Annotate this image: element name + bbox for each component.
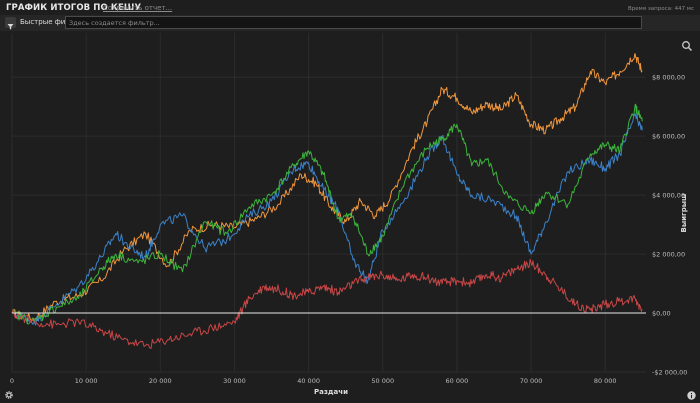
y-tick-label: $8 000,00 bbox=[652, 74, 685, 82]
x-tick-label: 20 000 bbox=[149, 377, 172, 385]
page-title: ГРАФИК ИТОГОВ ПО КЕШУ bbox=[6, 3, 142, 13]
save-report-link[interactable]: Сохранить отчет... bbox=[103, 4, 173, 12]
header-bar: ГРАФИК ИТОГОВ ПО КЕШУ Сохранить отчет...… bbox=[0, 0, 700, 16]
info-icon[interactable] bbox=[687, 391, 696, 400]
x-tick-label: 10 000 bbox=[75, 377, 98, 385]
y-axis-label: Выигрыш bbox=[680, 193, 688, 232]
x-tick-label: 80 000 bbox=[594, 377, 617, 385]
x-tick-label: 50 000 bbox=[371, 377, 394, 385]
x-tick-label: 40 000 bbox=[297, 377, 320, 385]
request-time: Время запроса: 447 мс bbox=[627, 6, 694, 12]
y-tick-label: $4 000,00 bbox=[652, 192, 685, 200]
series-line-2 bbox=[11, 113, 643, 326]
y-tick-label: $2 000,00 bbox=[652, 251, 685, 259]
y-tick-label: $0,00 bbox=[652, 310, 671, 318]
y-tick-label: $6 000,00 bbox=[652, 133, 685, 141]
y-tick-label: -$2 000,00 bbox=[652, 369, 687, 377]
quick-filters-label[interactable]: Быстрые фильт bbox=[20, 18, 78, 26]
filter-button[interactable] bbox=[5, 17, 16, 30]
filter-icon bbox=[7, 24, 14, 30]
x-tick-label: 0 bbox=[10, 377, 14, 385]
gear-icon[interactable] bbox=[4, 390, 14, 400]
x-tick-label: 60 000 bbox=[446, 377, 469, 385]
x-tick-label: 30 000 bbox=[223, 377, 246, 385]
x-axis-label: Раздачи bbox=[314, 388, 348, 396]
series-line-4 bbox=[11, 258, 643, 349]
filter-input[interactable] bbox=[65, 16, 642, 29]
series-line-1 bbox=[11, 53, 643, 322]
series-line-3 bbox=[11, 103, 643, 325]
magnifier-icon[interactable] bbox=[681, 40, 693, 52]
x-tick-label: 70 000 bbox=[520, 377, 543, 385]
